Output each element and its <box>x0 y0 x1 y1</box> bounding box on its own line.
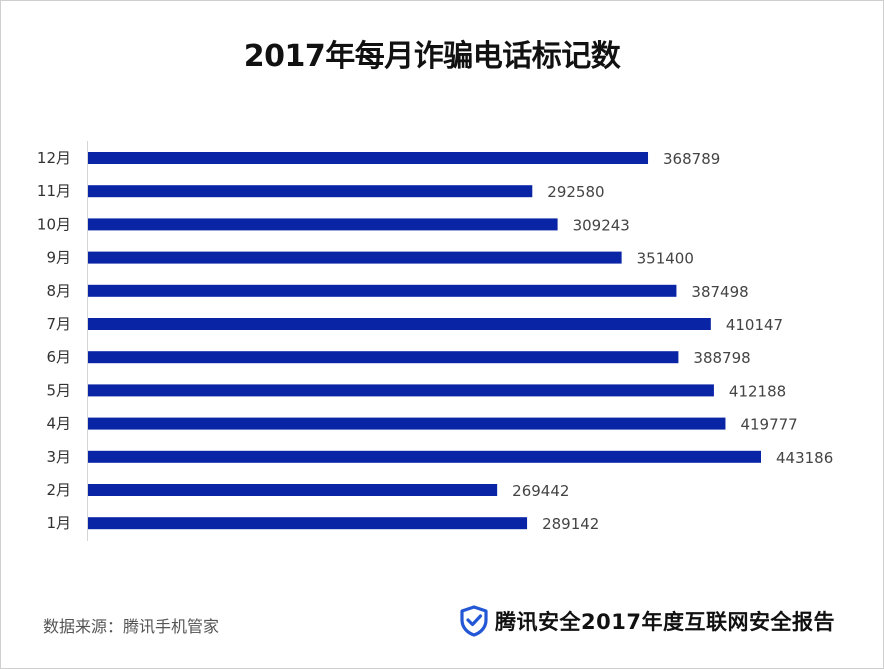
category-label: 6月 <box>46 348 71 366</box>
shield-check-icon <box>460 605 488 637</box>
bar <box>88 417 726 430</box>
category-label: 11月 <box>37 182 71 200</box>
bar <box>88 384 714 397</box>
brand-title: 腾讯安全2017年度互联网安全报告 <box>495 610 835 634</box>
bar <box>88 284 677 297</box>
value-label: 388798 <box>693 349 750 367</box>
bar <box>88 517 528 530</box>
value-label: 309243 <box>573 216 630 234</box>
category-label: 1月 <box>46 514 71 532</box>
value-label: 387498 <box>691 283 748 301</box>
value-label: 410147 <box>726 316 783 334</box>
data-source-note: 数据来源：腾讯手机管家 <box>43 617 220 636</box>
chart-title: 2017年每月诈骗电话标记数 <box>243 39 621 74</box>
bar <box>88 351 679 364</box>
category-label: 2月 <box>46 481 71 499</box>
bar <box>88 185 533 198</box>
bar <box>88 152 649 164</box>
category-label: 12月 <box>37 149 71 167</box>
value-label: 443186 <box>776 449 833 467</box>
value-label: 412188 <box>729 382 786 400</box>
bar-chart: 12月 11月 10月 9月 8月 7月 6月 5月 4月 3月 2月 1月 368789 292580… <box>37 141 833 541</box>
category-label: 4月 <box>46 415 71 433</box>
value-label: 368789 <box>663 150 720 168</box>
category-label: 9月 <box>46 249 71 267</box>
category-label: 3月 <box>46 448 71 466</box>
category-label: 5月 <box>46 381 71 399</box>
value-label: 351400 <box>637 250 694 268</box>
value-label: 419777 <box>740 416 797 434</box>
value-label: 289142 <box>542 515 599 533</box>
brand-footer: 腾讯安全2017年度互联网安全报告 <box>459 603 835 639</box>
category-label: 10月 <box>37 215 71 233</box>
bar <box>88 450 761 463</box>
bar <box>88 318 711 330</box>
category-label: 8月 <box>46 282 71 300</box>
bar <box>88 218 558 231</box>
value-label: 269442 <box>512 482 569 500</box>
category-label: 7月 <box>46 315 71 333</box>
bar <box>88 251 622 264</box>
bar <box>88 484 498 496</box>
value-label: 292580 <box>547 183 604 201</box>
